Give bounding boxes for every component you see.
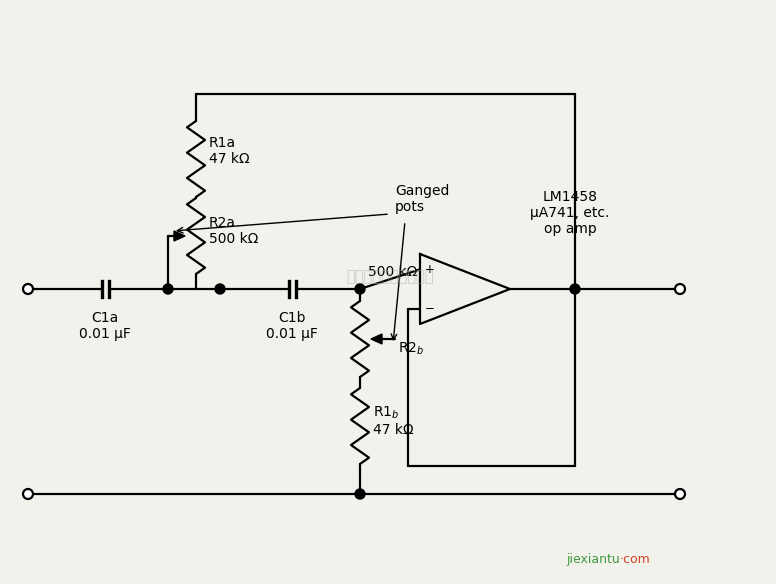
Text: +: + <box>425 263 435 276</box>
Text: C1b
0.01 μF: C1b 0.01 μF <box>266 311 318 341</box>
Polygon shape <box>174 231 185 241</box>
Circle shape <box>163 284 173 294</box>
Text: ·com: ·com <box>620 553 651 566</box>
Circle shape <box>355 284 365 294</box>
Circle shape <box>570 284 580 294</box>
Circle shape <box>355 489 365 499</box>
Text: R2$_b$: R2$_b$ <box>398 341 424 357</box>
Circle shape <box>675 489 685 499</box>
Text: 500 kΩ: 500 kΩ <box>368 265 417 279</box>
Polygon shape <box>371 334 382 344</box>
Text: −: − <box>425 302 435 315</box>
Text: R1$_b$
47 kΩ: R1$_b$ 47 kΩ <box>373 405 414 437</box>
Text: Ganged
pots: Ganged pots <box>395 184 449 214</box>
Text: 杭州将客科技有限公司: 杭州将客科技有限公司 <box>346 269 434 284</box>
Circle shape <box>23 284 33 294</box>
Circle shape <box>215 284 225 294</box>
Text: R2a
500 kΩ: R2a 500 kΩ <box>209 216 258 246</box>
Text: jiexiantu: jiexiantu <box>566 553 620 566</box>
Text: LM1458
μA741, etc.
op amp: LM1458 μA741, etc. op amp <box>530 190 610 236</box>
Circle shape <box>23 489 33 499</box>
Text: R1a
47 kΩ: R1a 47 kΩ <box>209 136 250 166</box>
Circle shape <box>675 284 685 294</box>
Text: C1a
0.01 μF: C1a 0.01 μF <box>79 311 131 341</box>
